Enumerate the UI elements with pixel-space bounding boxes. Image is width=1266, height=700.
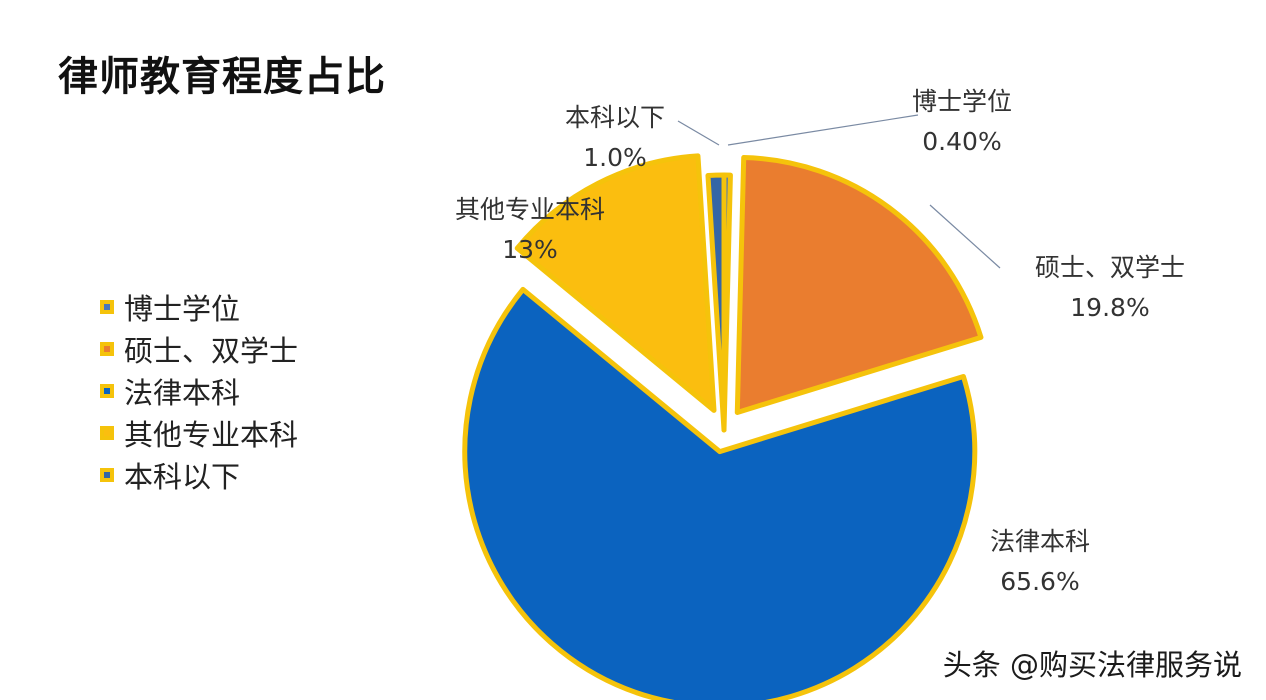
- leader-line-masters-double-bachelor: [929, 204, 1001, 269]
- leader-line-below-bachelor: [677, 120, 720, 146]
- leader-line-doctorate: [727, 114, 919, 146]
- data-label-value-masters-double-bachelor: 19.8%: [1070, 293, 1149, 322]
- pie-slices: [462, 153, 984, 700]
- pie-slice-masters-double-bachelor: [734, 155, 984, 415]
- legend-label-other-bachelor: 其他专业本科: [124, 418, 299, 452]
- data-label-value-doctorate: 0.40%: [922, 127, 1001, 156]
- legend-swatch-masters-double-bachelor: [100, 342, 114, 356]
- legend-item-other-bachelor: 其他专业本科: [100, 412, 350, 454]
- pie-slice-other-bachelor: [514, 153, 717, 413]
- legend-label-below-bachelor: 本科以下: [124, 460, 241, 494]
- legend-item-masters-double-bachelor: 硕士、双学士: [100, 328, 350, 370]
- legend-item-law-bachelor: 法律本科: [100, 370, 350, 412]
- data-label-name-other-bachelor: 其他专业本科: [455, 195, 605, 224]
- legend-swatch-other-bachelor: [100, 426, 114, 440]
- legend-item-below-bachelor: 本科以下: [100, 454, 350, 496]
- chart-legend: 博士学位 硕士、双学士 法律本科 其他专业本科 本科以下: [100, 286, 350, 496]
- data-label-name-law-bachelor: 法律本科: [990, 527, 1090, 556]
- data-label-value-below-bachelor: 1.0%: [583, 143, 647, 172]
- data-label-name-doctorate: 博士学位: [912, 87, 1012, 116]
- watermark: 头条 @购买法律服务说: [942, 648, 1242, 682]
- data-label-value-law-bachelor: 65.6%: [1000, 567, 1079, 596]
- chart-title: 律师教育程度占比: [58, 54, 386, 100]
- pie-leader-lines: [677, 114, 1001, 269]
- legend-label-doctorate: 博士学位: [124, 292, 241, 326]
- data-label-name-masters-double-bachelor: 硕士、双学士: [1035, 253, 1185, 282]
- pie-slice-law-bachelor: [462, 286, 978, 700]
- legend-label-masters-double-bachelor: 硕士、双学士: [124, 334, 299, 368]
- data-label-value-other-bachelor: 13%: [502, 235, 558, 264]
- data-label-name-below-bachelor: 本科以下: [565, 103, 665, 132]
- legend-swatch-doctorate: [100, 300, 114, 314]
- legend-swatch-law-bachelor: [100, 384, 114, 398]
- legend-label-law-bachelor: 法律本科: [124, 376, 241, 410]
- legend-item-doctorate: 博士学位: [100, 286, 350, 328]
- legend-swatch-below-bachelor: [100, 468, 114, 482]
- pie-slice-below-bachelor: [705, 172, 727, 433]
- pie-data-labels: 博士学位 0.40% 硕士、双学士 19.8% 法律本科 65.6% 其他专业本科 13% 本科…: [455, 87, 1185, 596]
